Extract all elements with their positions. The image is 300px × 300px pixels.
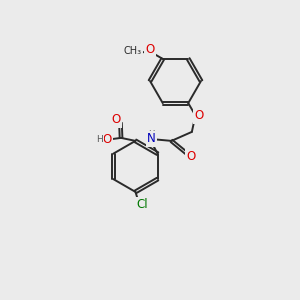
Text: H: H xyxy=(96,136,103,145)
Text: O: O xyxy=(194,109,203,122)
Text: O: O xyxy=(186,150,196,163)
Text: H: H xyxy=(148,130,155,139)
Text: O: O xyxy=(103,134,112,146)
Text: Cl: Cl xyxy=(136,198,148,211)
Text: CH₃: CH₃ xyxy=(123,46,141,56)
Text: O: O xyxy=(112,113,121,126)
Text: O: O xyxy=(145,43,154,56)
Text: N: N xyxy=(147,132,156,145)
